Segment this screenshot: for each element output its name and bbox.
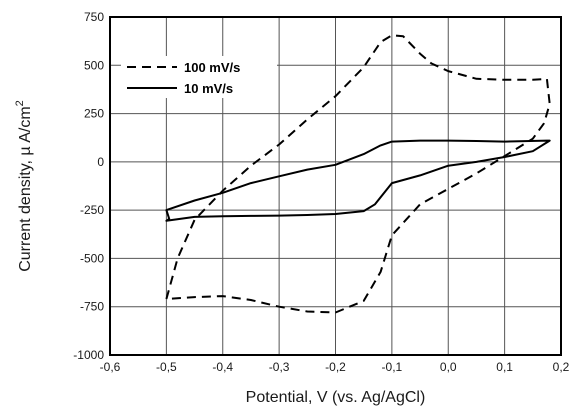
plot-frame [109, 16, 562, 356]
y-tick-label: 0 [97, 155, 104, 169]
legend-background [121, 56, 277, 98]
legend-label-10-mv-s: 10 mV/s [184, 81, 233, 96]
series-line-100-mv-s [165, 34, 551, 314]
y-tick-label: -250 [80, 203, 104, 217]
series-layer [165, 34, 551, 314]
x-tick-label: -0,4 [212, 360, 233, 374]
x-tick-label: -0,3 [269, 360, 290, 374]
legend: 100 mV/s 10 mV/s [121, 56, 277, 98]
x-tick-label: -0,6 [100, 360, 121, 374]
x-tick-label: -0,5 [156, 360, 177, 374]
x-tick-label: -0,1 [382, 360, 403, 374]
legend-label-100-mv-s: 100 mV/s [184, 60, 240, 75]
series-line-10-mv-s [165, 139, 551, 222]
y-tick-labels: 750 500 250 0 -250 -500 -750 -1000 [73, 10, 104, 362]
y-tick-label: -1000 [73, 348, 104, 362]
x-tick-labels: -0,6 -0,5 -0,4 -0,3 -0,2 -0,1 0,0 0,1 0,2 [100, 360, 570, 374]
y-tick-label: -750 [80, 300, 104, 314]
x-tick-label: 0,2 [553, 360, 570, 374]
x-axis-label: Potential, V (vs. Ag/AgCl) [246, 389, 426, 406]
y-tick-label: 250 [84, 107, 104, 121]
y-axis-label-superscript: 2 [14, 100, 26, 106]
y-tick-label: -500 [80, 251, 104, 265]
x-tick-label: 0,0 [440, 360, 457, 374]
y-tick-label: 500 [84, 58, 104, 72]
x-tick-label: -0,2 [325, 360, 346, 374]
grid [110, 17, 561, 355]
y-tick-label: 750 [84, 10, 104, 24]
y-axis-label: Current density, µ A/cm2 [14, 100, 34, 272]
y-axis-label-main: Current density, µ A/cm [17, 106, 34, 271]
x-tick-label: 0,1 [496, 360, 513, 374]
